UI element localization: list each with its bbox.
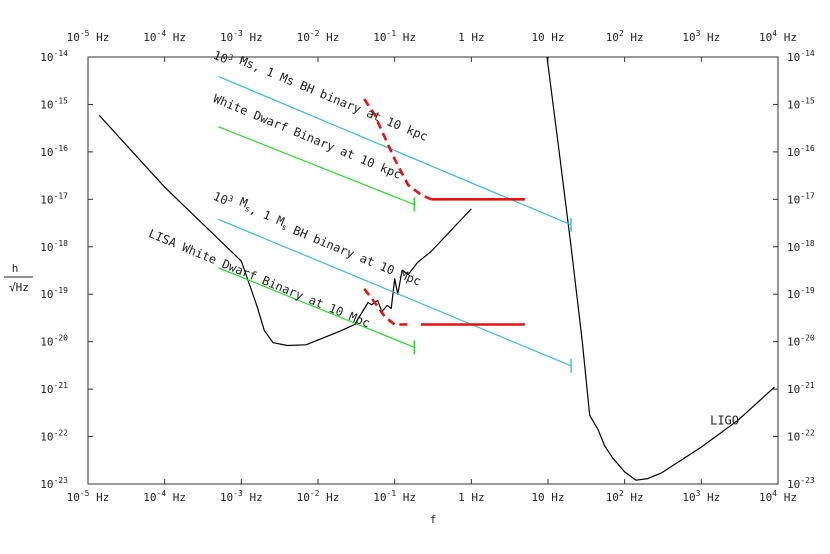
plot-area-frame bbox=[87, 56, 779, 485]
x-tick-label-top: 10-2 Hz bbox=[297, 29, 340, 44]
x-tick-label-bottom: 102 Hz bbox=[606, 489, 644, 504]
y-tick-label-left: 10-17 bbox=[40, 191, 68, 206]
x-tick-label-top: 10-3 Hz bbox=[220, 29, 263, 44]
y-tick-label-right: 10-18 bbox=[787, 239, 815, 254]
x-tick-label-bottom: 10-5 Hz bbox=[67, 489, 110, 504]
y-tick-label-left: 10-22 bbox=[40, 429, 68, 444]
x-tick-label-bottom: 104 Hz bbox=[759, 489, 797, 504]
x-tick-label-top: 102 Hz bbox=[606, 29, 644, 44]
y-tick-label-left: 10-14 bbox=[40, 49, 68, 64]
series-line-lisa bbox=[98, 114, 472, 347]
y-tick-label-right: 10-19 bbox=[787, 286, 815, 301]
y-tick-label-right: 10-20 bbox=[787, 334, 815, 349]
y-axis-label: h √Hz bbox=[4, 262, 33, 294]
ticks-layer: 10-5 Hz 10-5 Hz 10-4 Hz 10-4 Hz 10-3 Hz 10-3 … bbox=[40, 29, 815, 504]
x-tick-label-bottom: 103 Hz bbox=[682, 489, 720, 504]
y-tick-label-left: 10-19 bbox=[40, 286, 68, 301]
y-axis-label-numerator: h bbox=[12, 262, 19, 275]
y-tick-label-left: 10-15 bbox=[40, 96, 68, 111]
series-line-bh_10kpc bbox=[218, 75, 572, 226]
series-line-ligo bbox=[546, 56, 775, 481]
x-tick-label-top: 10 Hz bbox=[531, 31, 564, 44]
y-tick-label-right: 10-16 bbox=[787, 144, 815, 159]
y-tick-label-left: 10-23 bbox=[40, 476, 68, 491]
y-tick-label-right: 10-17 bbox=[787, 191, 815, 206]
annotation-text: 103 Ms, 1 Ms BH binary at 10 kpc bbox=[211, 43, 430, 148]
y-tick-label-right: 10-23 bbox=[787, 476, 815, 491]
annotation-ann5: LIGO bbox=[710, 413, 739, 427]
x-tick-label-bottom: 10-2 Hz bbox=[297, 489, 340, 504]
x-tick-label-top: 10-4 Hz bbox=[143, 29, 186, 44]
x-tick-label-bottom: 10-4 Hz bbox=[143, 489, 186, 504]
annotation-text: White Dwarf Binary at 10 kpc bbox=[211, 91, 403, 181]
x-tick-label-top: 10-1 Hz bbox=[373, 29, 416, 44]
x-tick-label-bottom: 10 Hz bbox=[531, 491, 564, 504]
y-tick-label-right: 10-21 bbox=[787, 381, 815, 396]
series-line-wd_10kpc bbox=[218, 126, 415, 206]
x-tick-label-top: 1 Hz bbox=[458, 31, 485, 44]
x-tick-label-bottom: 10-1 Hz bbox=[373, 489, 416, 504]
annotation-ann2: White Dwarf Binary at 10 kpc bbox=[211, 91, 403, 181]
annotation-ann1: 103 Ms, 1 Ms BH binary at 10 kpc bbox=[211, 43, 430, 148]
series-line-red_lower_dash bbox=[363, 288, 411, 326]
y-tick-label-left: 10-20 bbox=[40, 334, 68, 349]
y-tick-label-left: 10-21 bbox=[40, 381, 68, 396]
y-tick-label-left: 10-16 bbox=[40, 144, 68, 159]
y-tick-label-left: 10-18 bbox=[40, 239, 68, 254]
y-tick-label-right: 10-15 bbox=[787, 96, 815, 111]
y-tick-label-right: 10-14 bbox=[787, 49, 815, 64]
x-tick-label-top: 104 Hz bbox=[759, 29, 797, 44]
x-tick-label-top: 10-5 Hz bbox=[67, 29, 110, 44]
x-axis-label: f bbox=[430, 513, 437, 526]
annotation-text: LIGO bbox=[710, 413, 739, 427]
x-tick-label-bottom: 1 Hz bbox=[458, 491, 485, 504]
x-tick-label-top: 103 Hz bbox=[682, 29, 720, 44]
series-line-red_upper_dash bbox=[363, 98, 432, 201]
series-line-bh_10mpc bbox=[218, 218, 572, 367]
y-tick-label-right: 10-22 bbox=[787, 429, 815, 444]
x-tick-label-bottom: 10-3 Hz bbox=[220, 489, 263, 504]
series-layer bbox=[98, 56, 775, 481]
series-line-wd_10mpc bbox=[218, 267, 415, 348]
y-axis-label-denominator: √Hz bbox=[9, 281, 29, 294]
